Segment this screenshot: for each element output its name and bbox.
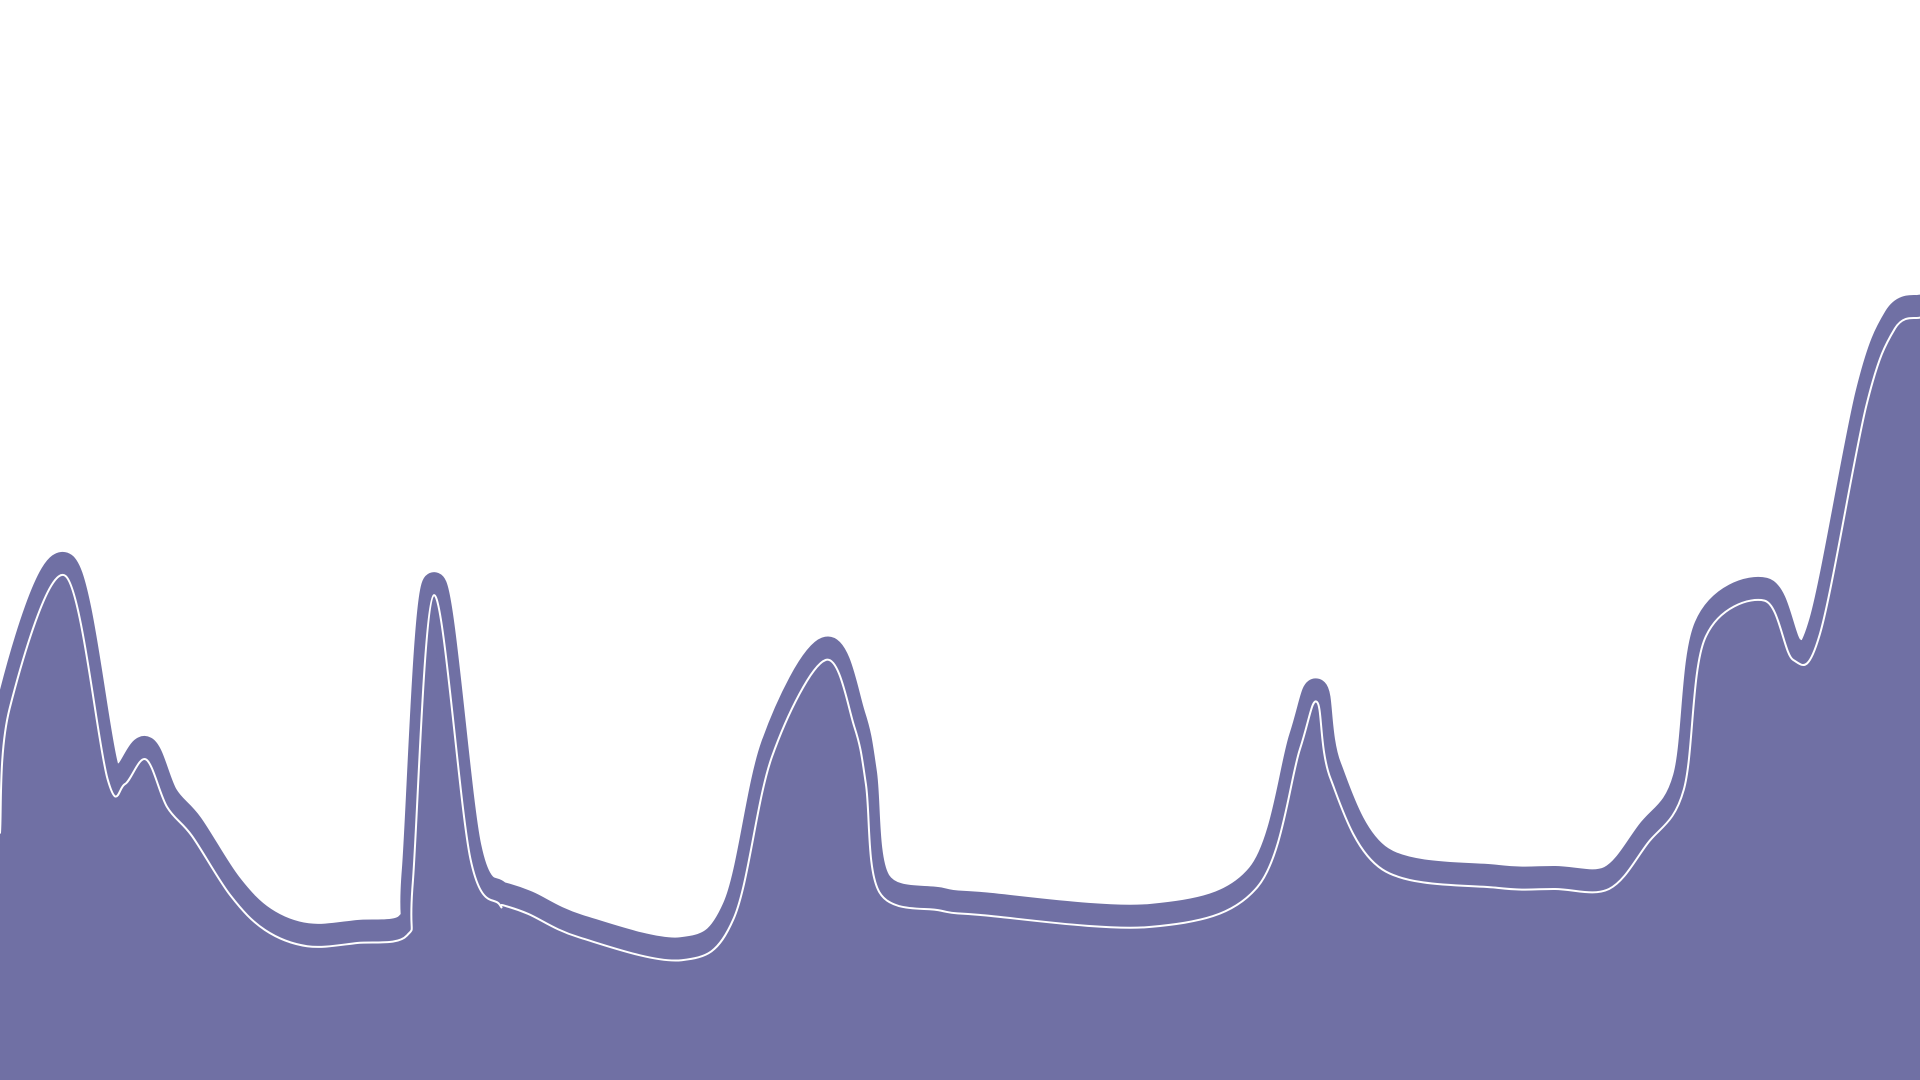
series-0-outline: [0, 294, 1920, 960]
series-0-area: [0, 305, 1920, 1080]
plot-area: [0, 294, 1920, 1080]
series-0-inner-line: [0, 316, 1920, 962]
